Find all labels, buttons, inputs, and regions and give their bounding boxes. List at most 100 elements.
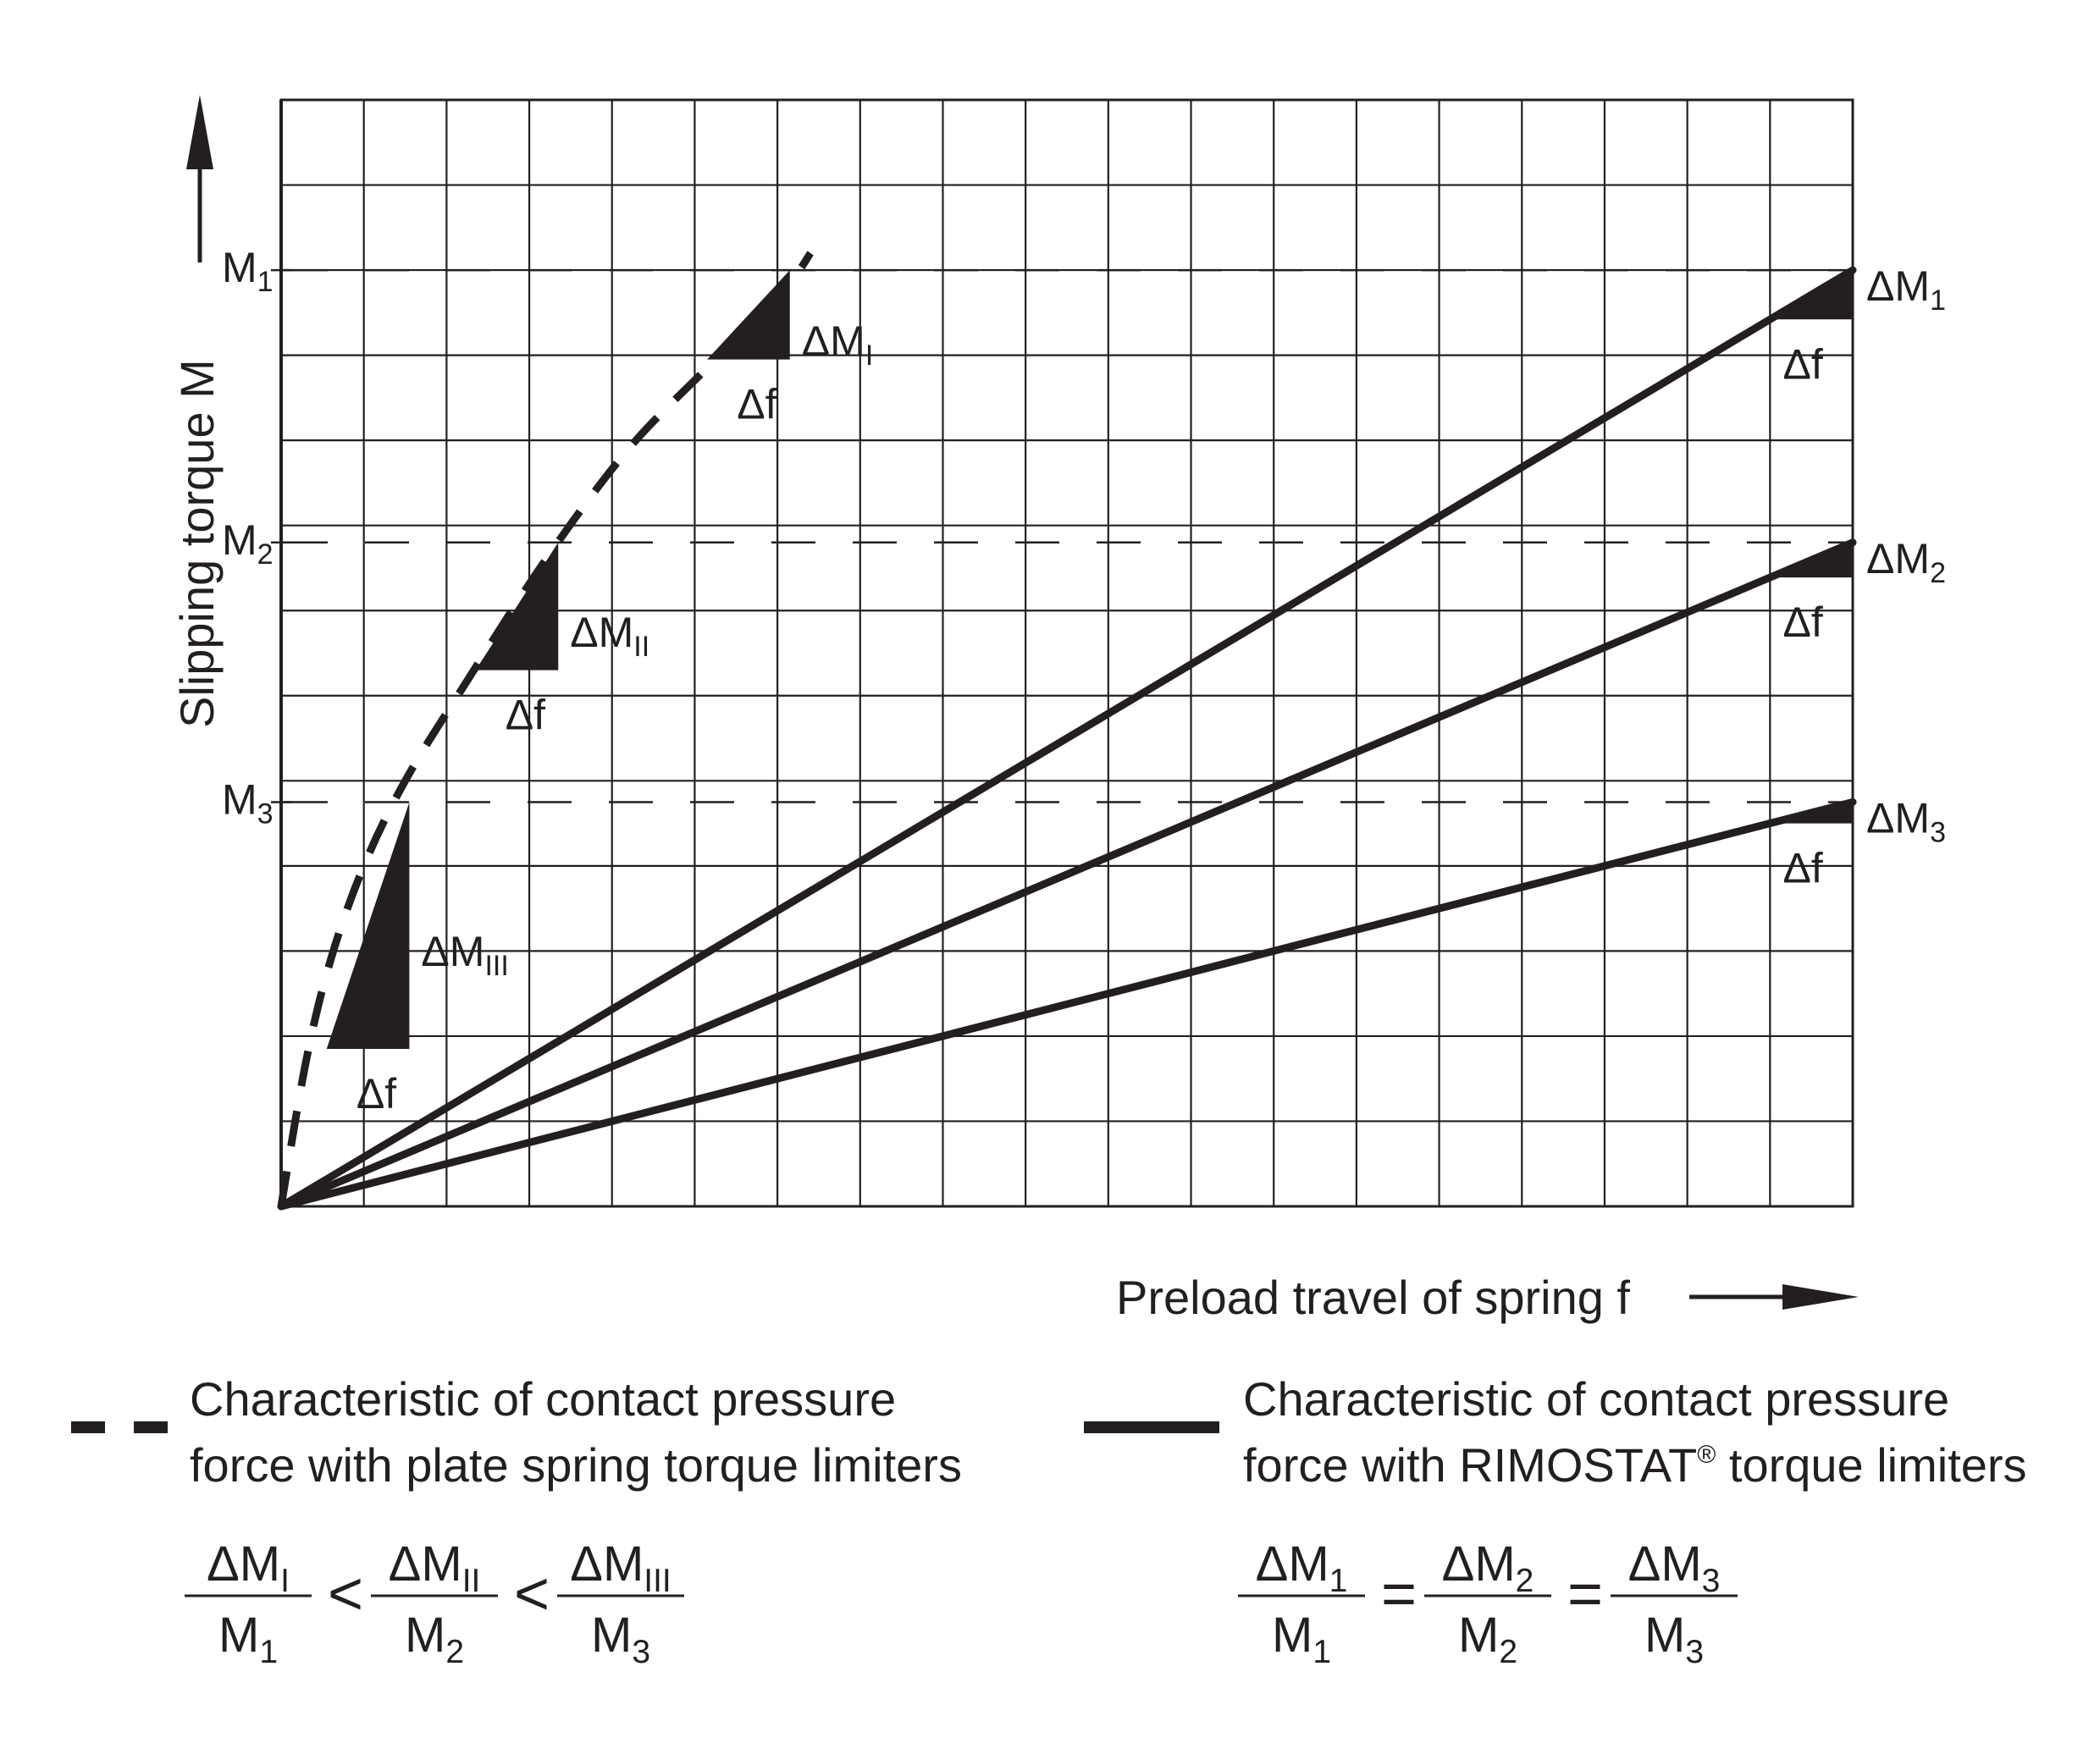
formula-denominator: M2	[405, 1608, 464, 1670]
reference-level-label-main: M	[222, 516, 257, 564]
formula-numerator: ΔM3	[1628, 1537, 1721, 1599]
formula-numerator-main: ΔM	[1256, 1537, 1329, 1592]
legend: Characteristic of contact pressure force…	[71, 1372, 2027, 1670]
formula-denominator: M3	[591, 1608, 650, 1670]
plate-spring-curve	[277, 251, 814, 1207]
formula-operator: <	[328, 1560, 363, 1628]
rimostat-delta-m-label-main: ΔM	[1866, 794, 1930, 841]
x-axis-title: Preload travel of spring f	[1116, 1271, 1630, 1324]
formula-numerator-main: ΔM	[570, 1537, 644, 1592]
formula-denominator: M2	[1458, 1608, 1517, 1670]
formula-denominator: M1	[1272, 1608, 1331, 1670]
formula-numerator: ΔMII	[389, 1537, 481, 1599]
rimostat-delta-m-label-main: ΔM	[1866, 535, 1930, 582]
formula-numerator-sub: 3	[1702, 1563, 1721, 1599]
formula-numerator-main: ΔM	[1628, 1537, 1702, 1592]
formula-denominator-sub: 2	[445, 1634, 464, 1670]
plate-delta-m-label-main: ΔM	[802, 317, 865, 365]
formula-numerator: ΔMI	[207, 1537, 290, 1599]
rimostat-delta-f-label: Δf	[1783, 599, 1823, 646]
rimostat-delta-m-label: ΔM1	[1866, 262, 1946, 317]
formula-denominator-main: M	[218, 1608, 259, 1663]
plate-delta-m-label-sub: II	[633, 631, 649, 663]
rimostat-delta-m-label-sub: 1	[1930, 284, 1946, 317]
plate-delta-triangle	[475, 542, 559, 670]
legend-plate: Characteristic of contact pressure force…	[71, 1372, 962, 1670]
plate-delta-f-label: Δf	[506, 692, 545, 739]
formula-denominator: M1	[218, 1608, 278, 1670]
rimostat-delta-m-label: ΔM2	[1866, 535, 1946, 589]
rimostat-delta-f-label: Δf	[1783, 845, 1823, 892]
plate-delta-f-label: Δf	[356, 1070, 396, 1117]
registered-mark: ®	[1697, 1441, 1716, 1469]
formula-operator: =	[1381, 1560, 1417, 1628]
formula-denominator-sub: 1	[1312, 1634, 1331, 1670]
reference-level-label: M2	[222, 516, 274, 571]
formula-operator: =	[1567, 1560, 1603, 1628]
plate-spring-curve-path	[277, 251, 814, 1207]
rimostat-delta-m-label-sub: 2	[1930, 557, 1946, 589]
plate-delta-m-label: ΔMIII	[421, 928, 508, 982]
rimostat-delta-m-label: ΔM3	[1866, 794, 1946, 848]
rimostat-delta-m-label-main: ΔM	[1866, 262, 1930, 310]
y-axis-title: Slipping torque M	[170, 359, 224, 728]
formula-numerator: ΔM2	[1442, 1537, 1534, 1599]
formula-denominator-main: M	[1458, 1608, 1499, 1663]
formula-denominator-sub: 3	[632, 1634, 650, 1670]
formula-denominator-sub: 2	[1499, 1634, 1517, 1670]
legend-rimostat-line2-b: torque limiters	[1716, 1438, 2026, 1492]
reference-level-label-sub: 3	[257, 797, 274, 830]
rimostat-delta-m-label-sub: 3	[1930, 816, 1946, 848]
formula-denominator-sub: 1	[259, 1634, 278, 1670]
plot-grid	[279, 98, 1854, 1208]
rimostat-delta-triangle	[1770, 802, 1853, 824]
reference-level-label-main: M	[222, 244, 257, 291]
legend-plate-line1: Characteristic of contact pressure	[190, 1372, 896, 1426]
formula-denominator-main: M	[1272, 1608, 1312, 1663]
formula-numerator-main: ΔM	[389, 1537, 462, 1592]
rimostat-line	[277, 538, 1857, 1211]
plate-delta-triangle	[326, 802, 410, 1050]
legend-rimostat: Characteristic of contact pressure force…	[1084, 1372, 2027, 1670]
plate-delta-m-label-main: ΔM	[421, 928, 484, 975]
formula-numerator: ΔMIII	[570, 1537, 671, 1599]
formula-numerator-main: ΔM	[1442, 1537, 1516, 1592]
reference-level-label: M3	[222, 775, 274, 830]
x-axis-arrow-head	[1782, 1284, 1859, 1310]
legend-rimostat-line1: Characteristic of contact pressure	[1243, 1372, 1949, 1426]
formula-numerator-sub: 2	[1516, 1563, 1534, 1599]
plate-delta-m-label: ΔMI	[802, 317, 874, 372]
plate-delta-m-label-sub: III	[484, 950, 508, 982]
formula-numerator-sub: I	[280, 1563, 290, 1599]
reference-level-label: M1	[222, 244, 274, 298]
plate-delta-m-label-main: ΔM	[570, 609, 633, 656]
rimostat-delta-triangle	[1770, 270, 1853, 320]
formula-denominator-sub: 3	[1685, 1634, 1704, 1670]
formula-numerator-sub: 1	[1329, 1563, 1348, 1599]
formula-operator: <	[514, 1560, 550, 1628]
axes: Slipping torque M Preload travel of spri…	[170, 95, 1859, 1324]
plate-delta-m-label: ΔMII	[570, 609, 649, 663]
reference-level-label-sub: 1	[257, 266, 274, 298]
legend-plate-line2: force with plate spring torque limiters	[190, 1438, 962, 1492]
rimostat-line	[277, 797, 1857, 1211]
formula-denominator-main: M	[1644, 1608, 1685, 1663]
plot-frame	[279, 98, 1854, 1208]
formula-numerator: ΔM1	[1256, 1537, 1348, 1599]
formula-denominator-main: M	[405, 1608, 445, 1663]
formula-denominator: M3	[1644, 1608, 1704, 1670]
plate-delta-f-label: Δf	[737, 381, 776, 428]
formula-numerator-sub: III	[644, 1563, 671, 1599]
reference-level-label-sub: 2	[257, 538, 274, 571]
rimostat-delta-f-label: Δf	[1783, 340, 1823, 388]
plate-delta-triangle	[707, 270, 790, 360]
legend-rimostat-line2-a: force with RIMOSTAT	[1243, 1438, 1697, 1492]
legend-rimostat-line2: force with RIMOSTAT® torque limiters	[1243, 1438, 2027, 1492]
rimostat-delta-triangle	[1770, 542, 1853, 578]
